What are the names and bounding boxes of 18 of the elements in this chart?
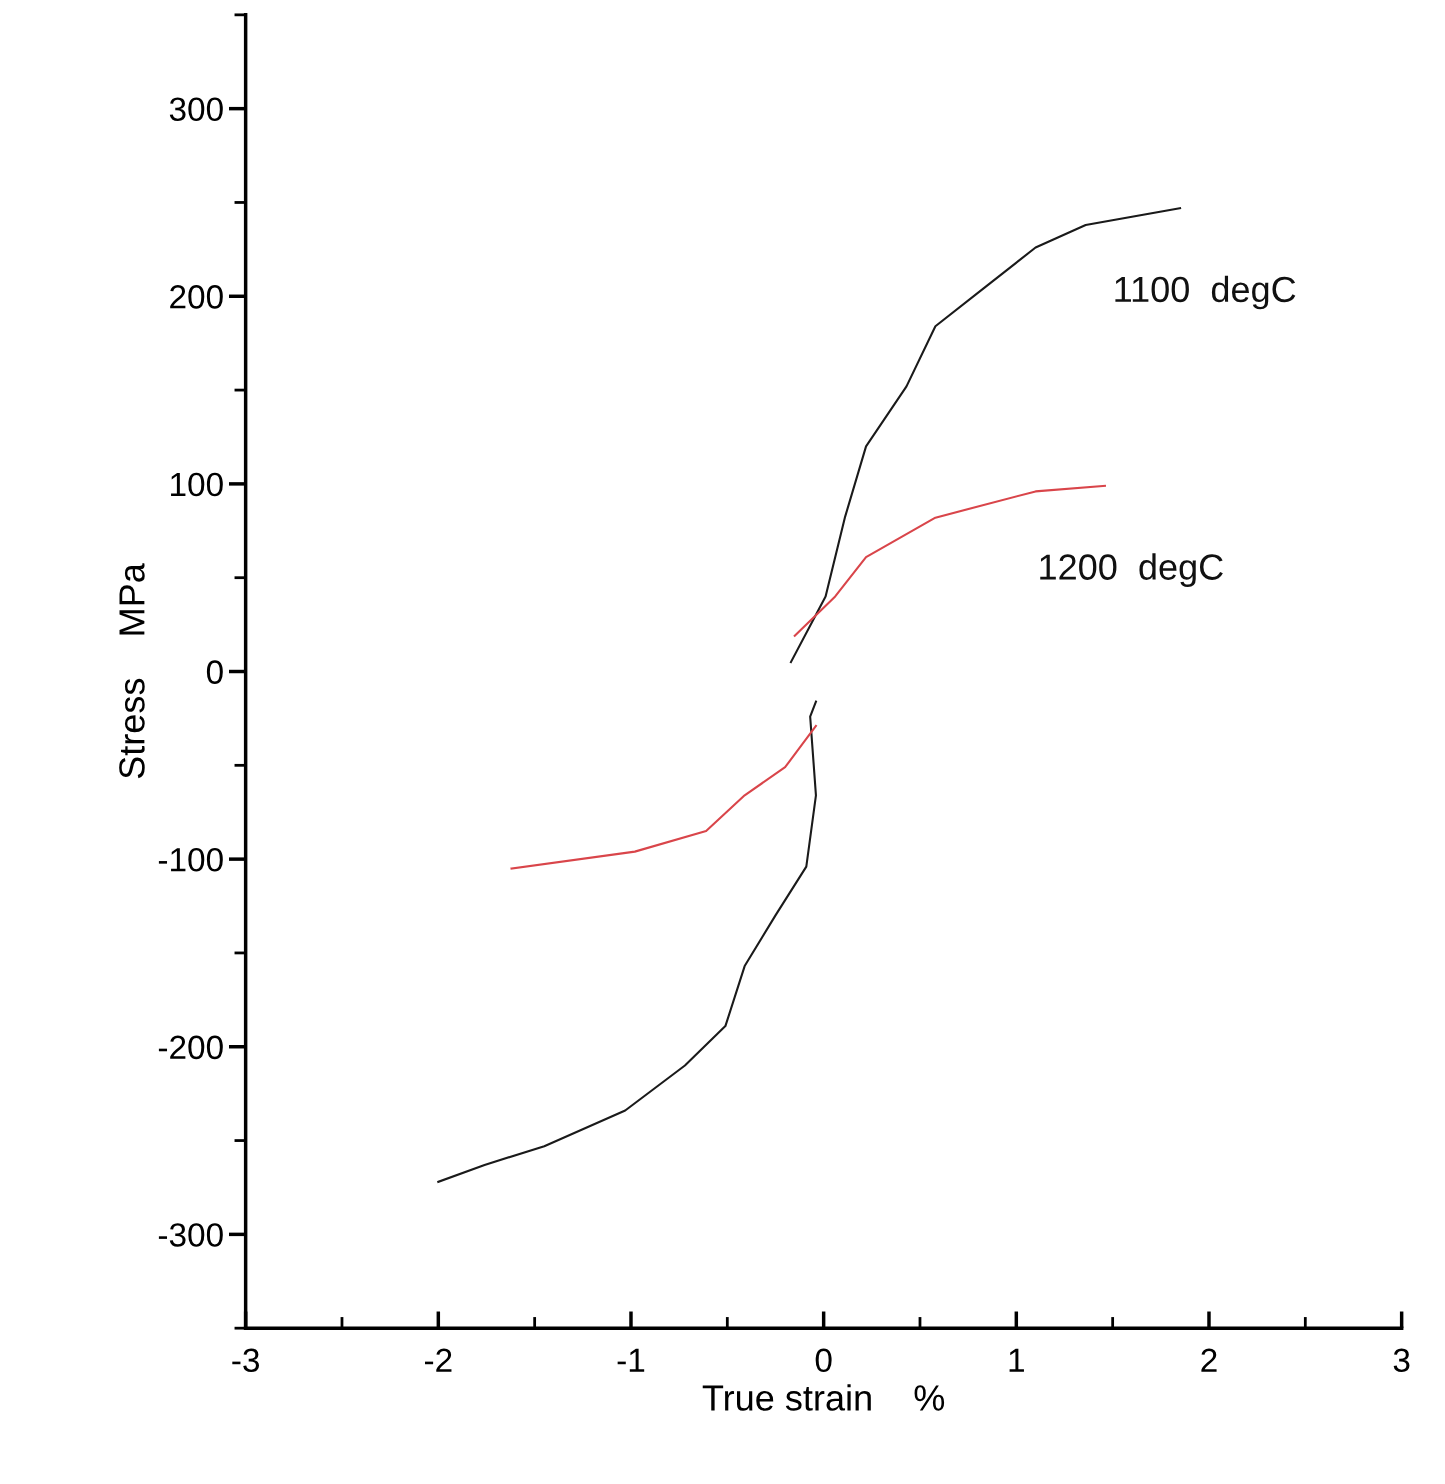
y-tick-label: 300 <box>169 97 223 122</box>
x-tick-label: -2 <box>424 1348 452 1372</box>
x-tick-label: 2 <box>1201 1348 1217 1372</box>
y-tick-label: -200 <box>158 1035 223 1060</box>
y-tick-label: 0 <box>206 660 223 684</box>
y-axis-title: Stress MPa <box>119 563 145 779</box>
y-tick-label: -100 <box>158 847 223 872</box>
y-tick-label: 200 <box>170 285 223 309</box>
x-tick-label: -1 <box>617 1348 645 1372</box>
x-tick-label: -3 <box>232 1348 260 1373</box>
x-tick-label: 0 <box>815 1348 832 1373</box>
x-axis-title: True strain % <box>702 1384 945 1411</box>
x-tick-label: 1 <box>1009 1348 1024 1372</box>
series-label: 1200 degC <box>1040 553 1223 588</box>
series-label: 1100 degC <box>1115 275 1296 310</box>
x-tick-label: 3 <box>1393 1348 1410 1373</box>
y-tick-label: 100 <box>171 472 223 497</box>
y-tick-label: -300 <box>158 1223 223 1247</box>
